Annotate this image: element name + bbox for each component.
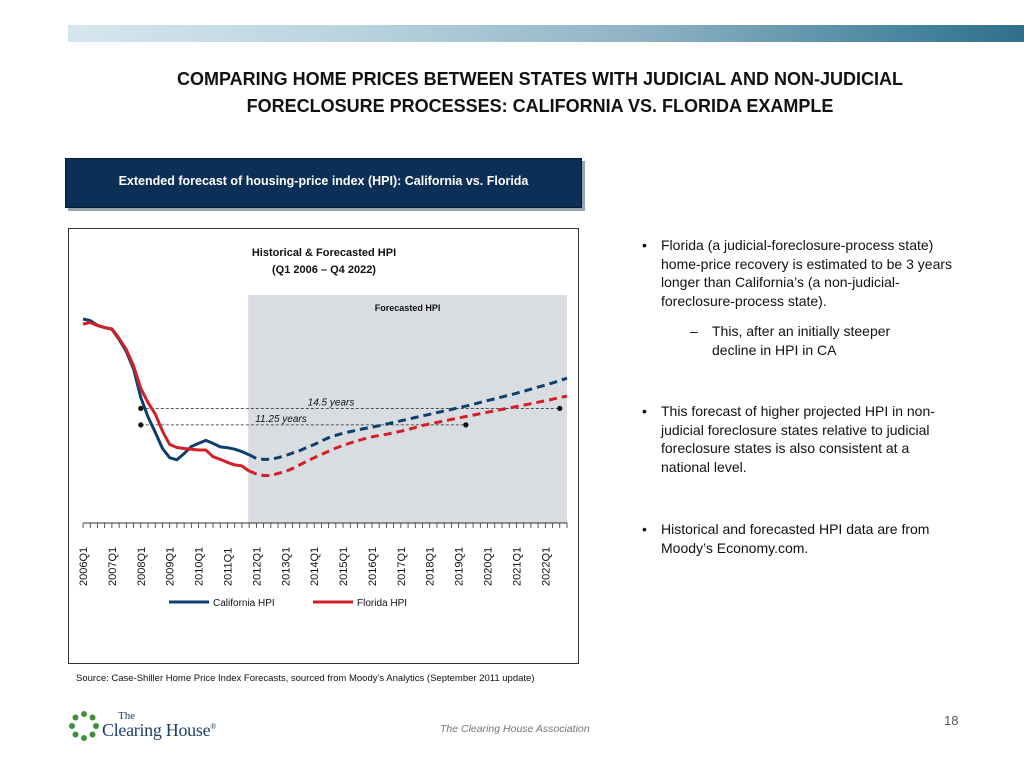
x-tick-label: 2020Q1 bbox=[483, 547, 495, 586]
x-tick-label: 2019Q1 bbox=[454, 547, 466, 586]
x-tick-label: 2010Q1 bbox=[194, 547, 206, 586]
annotation-end-dot bbox=[463, 422, 469, 428]
bullet-3-text: Historical and forecasted HPI data are f… bbox=[661, 521, 930, 556]
bullet-dot-icon: • bbox=[642, 237, 647, 253]
series-florida-forecast-line bbox=[248, 394, 568, 477]
annotation-start-dot bbox=[138, 405, 144, 411]
source-note: Source: Case-Shiller Home Price Index Fo… bbox=[76, 673, 535, 684]
footer-text: The Clearing House Association bbox=[440, 723, 590, 735]
header-gradient-bar bbox=[68, 25, 1024, 42]
x-tick-label: 2021Q1 bbox=[511, 547, 523, 586]
logo-trademark: ® bbox=[210, 722, 217, 731]
annotation-start-dot bbox=[138, 422, 144, 428]
x-tick-label: 2022Q1 bbox=[540, 547, 552, 586]
x-tick-label: 2017Q1 bbox=[396, 547, 408, 586]
chart-subtitle: (Q1 2006 – Q4 2022) bbox=[272, 264, 376, 276]
series-california-forecast-line bbox=[248, 376, 568, 461]
dash-icon: – bbox=[690, 323, 698, 339]
bullet-2-text: This forecast of higher projected HPI in… bbox=[661, 403, 935, 475]
page-number: 18 bbox=[944, 713, 959, 728]
logo-name: Clearing House® bbox=[102, 720, 216, 741]
chart-banner: Extended forecast of housing-price index… bbox=[65, 158, 582, 208]
slide-title-line-1: COMPARING HOME PRICES BETWEEN STATES WIT… bbox=[176, 69, 903, 89]
x-tick-label: 2008Q1 bbox=[136, 547, 148, 586]
series-florida-historical-line bbox=[82, 321, 250, 473]
forecast-region bbox=[248, 295, 568, 523]
x-tick-label: 2015Q1 bbox=[338, 547, 350, 586]
bullet-dot-icon: • bbox=[642, 521, 647, 537]
bullet-1-text: Florida (a judicial-foreclosure-process … bbox=[661, 237, 953, 309]
slide-title-line-2: FORECLOSURE PROCESSES: CALIFORNIA VS. FL… bbox=[246, 96, 834, 116]
chart-banner-text: Extended forecast of housing-price index… bbox=[118, 174, 529, 188]
legend-label: Florida HPI bbox=[357, 598, 407, 609]
logo-star-icon bbox=[69, 711, 99, 741]
x-tick-label: 2007Q1 bbox=[107, 547, 119, 586]
annotation-end-dot bbox=[557, 405, 563, 411]
forecast-region-label: Forecasted HPI bbox=[375, 303, 441, 313]
x-tick-label: 2013Q1 bbox=[280, 547, 292, 586]
x-tick-label: 2011Q1 bbox=[222, 548, 234, 586]
logo-name-text: Clearing House bbox=[102, 720, 211, 740]
annotation-label: 11.25 years bbox=[255, 414, 307, 425]
logo-the: The bbox=[118, 710, 136, 722]
chart-container: Forecasted HPI Historical & Forecasted HP… bbox=[68, 228, 579, 664]
x-tick-label: 2018Q1 bbox=[425, 547, 437, 586]
x-tick-label: 2012Q1 bbox=[251, 547, 263, 586]
slide-title: COMPARING HOME PRICES BETWEEN STATES WIT… bbox=[120, 66, 960, 120]
x-tick-label: 2016Q1 bbox=[367, 547, 379, 586]
chart-title: Historical & Forecasted HPI bbox=[252, 247, 396, 259]
legend-label: California HPI bbox=[213, 598, 275, 609]
clearing-house-logo: The Clearing House® bbox=[68, 708, 218, 748]
x-tick-label: 2006Q1 bbox=[78, 547, 90, 586]
hpi-line-chart: Forecasted HPI Historical & Forecasted HP… bbox=[78, 247, 568, 609]
annotation-label: 14.5 years bbox=[308, 397, 355, 408]
x-tick-label: 2014Q1 bbox=[309, 547, 321, 586]
x-tick-label: 2009Q1 bbox=[165, 547, 177, 586]
bullet-dot-icon: • bbox=[642, 403, 647, 419]
bullet-1-sub-text: This, after an initially steeper decline… bbox=[712, 323, 891, 358]
